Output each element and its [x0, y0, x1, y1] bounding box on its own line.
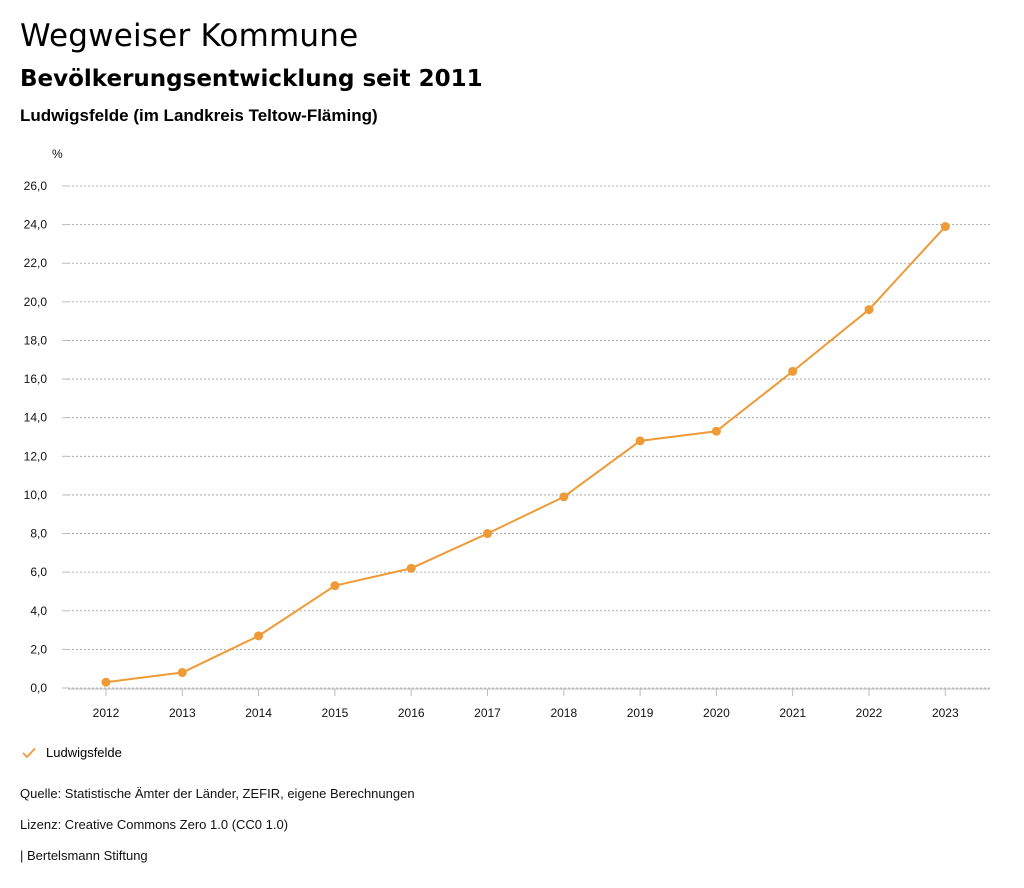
x-tick-label: 2018: [550, 706, 577, 720]
x-tick-label: 2022: [856, 706, 883, 720]
legend-label: Ludwigsfelde: [46, 745, 122, 760]
x-tick-label: 2016: [398, 706, 425, 720]
y-tick-label: 14,0: [24, 411, 48, 425]
chart-subtitle: Bevölkerungsentwicklung seit 2011: [20, 66, 483, 92]
data-point[interactable]: [788, 366, 798, 376]
y-tick-label: 24,0: [24, 218, 48, 232]
x-tick-label: 2015: [322, 706, 349, 720]
legend-item-ludwigsfelde[interactable]: Ludwigsfelde: [22, 745, 122, 760]
x-tick-label: 2013: [169, 706, 196, 720]
x-tick-label: 2019: [627, 706, 654, 720]
y-tick-label: 20,0: [24, 295, 48, 309]
data-point[interactable]: [177, 668, 187, 678]
source-note: Quelle: Statistische Ämter der Länder, Z…: [20, 786, 415, 801]
x-tick-label: 2023: [932, 706, 959, 720]
data-point[interactable]: [559, 492, 569, 502]
y-tick-label: 8,0: [30, 527, 47, 541]
y-tick-label: 12,0: [24, 449, 48, 463]
y-tick-label: 22,0: [24, 256, 48, 270]
data-point[interactable]: [711, 426, 721, 436]
y-tick-label: 6,0: [30, 565, 47, 579]
data-point[interactable]: [864, 305, 874, 315]
x-tick-label: 2021: [779, 706, 806, 720]
y-tick-label: 16,0: [24, 372, 48, 386]
y-tick-label: 10,0: [24, 488, 48, 502]
x-tick-label: 2012: [93, 706, 120, 720]
data-point[interactable]: [101, 677, 111, 687]
y-axis-unit: %: [52, 147, 63, 161]
y-tick-label: 4,0: [30, 604, 47, 618]
grid-lines: [68, 185, 990, 689]
y-tick-label: 0,0: [30, 681, 47, 695]
x-tick-label: 2020: [703, 706, 730, 720]
axes: % 0,0 2,0 4,0 6,0 8,0 10,0 12,0 14,0 16,0 18,0 20,0…: [24, 147, 990, 720]
y-tick-label: 26,0: [24, 179, 48, 193]
x-tick-label: 2017: [474, 706, 501, 720]
y-tick-label: 2,0: [30, 642, 47, 656]
data-point[interactable]: [406, 563, 416, 573]
line-chart: % 0,0 2,0 4,0 6,0 8,0 10,0 12,0 14,0 16,0 18,0 20,0…: [24, 147, 990, 720]
location-title: Ludwigsfelde (im Landkreis Teltow-Flämin…: [20, 106, 378, 125]
data-point[interactable]: [483, 529, 492, 539]
data-point[interactable]: [635, 436, 645, 446]
data-point[interactable]: [330, 581, 340, 591]
series-line-ludwigsfelde: [105, 225, 947, 684]
series: [101, 222, 950, 687]
page-title: Wegweiser Kommune: [20, 18, 359, 54]
license-note: Lizenz: Creative Commons Zero 1.0 (CC0 1…: [20, 817, 289, 832]
data-point[interactable]: [940, 222, 950, 232]
y-tick-label: 18,0: [24, 333, 48, 347]
credit-note: | Bertelsmann Stiftung: [20, 848, 148, 863]
data-point[interactable]: [254, 631, 264, 641]
check-icon: [22, 747, 36, 758]
x-tick-label: 2014: [245, 706, 272, 720]
